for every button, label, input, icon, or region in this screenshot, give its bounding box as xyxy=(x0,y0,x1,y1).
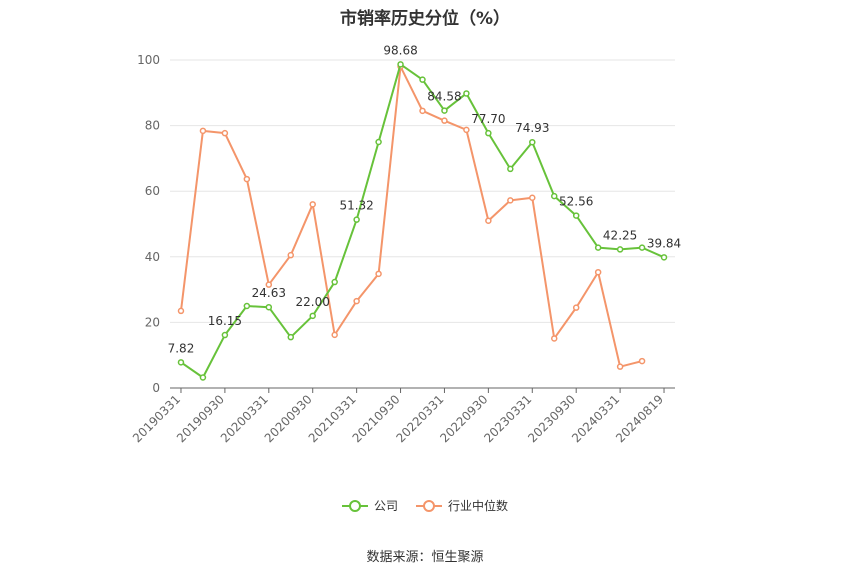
chart-title: 市销率历史分位（%） xyxy=(339,9,511,29)
axes: 0204060801002019033120190930202003312020… xyxy=(130,53,675,445)
data-point-1-0 xyxy=(177,307,185,315)
data-label-6: 22.00 xyxy=(296,295,330,309)
legend-label-company: 公司 xyxy=(373,499,398,513)
x-tick-label-20240819: 20240819 xyxy=(613,392,666,445)
data-label-16: 74.93 xyxy=(515,121,549,135)
series-lines xyxy=(177,61,668,381)
data-point-0-6 xyxy=(309,312,316,320)
data-point-1-8 xyxy=(353,297,360,305)
data-point-0-1 xyxy=(199,374,207,381)
data-point-0-10 xyxy=(397,61,404,68)
data-point-0-15 xyxy=(507,165,514,173)
data-point-0-4 xyxy=(265,303,273,311)
data-point-1-20 xyxy=(616,363,624,370)
data-point-0-18 xyxy=(572,212,580,219)
data-point-0-17 xyxy=(550,192,558,200)
data-point-0-9 xyxy=(375,138,382,146)
data-label-0: 7.82 xyxy=(168,341,195,355)
data-point-0-22 xyxy=(660,254,668,261)
series-1 xyxy=(177,63,646,370)
data-label-22: 39.84 xyxy=(647,236,681,250)
grid-lines xyxy=(170,59,675,323)
data-label-8: 51.32 xyxy=(339,199,373,213)
legend-marker-industry-median xyxy=(416,499,442,513)
legend-item-industry-median[interactable]: 行业中位数 xyxy=(416,497,508,514)
data-point-1-9 xyxy=(375,270,382,278)
data-label-12: 84.58 xyxy=(427,90,461,104)
y-tick-label-100: 100 xyxy=(137,53,160,67)
data-labels: 7.82 16.15 24.63 22.00 51.32 98.68 84.58 77.70 7… xyxy=(168,43,682,355)
data-label-20: 42.25 xyxy=(603,228,637,242)
data-point-1-19 xyxy=(594,268,602,276)
legend-marker-company xyxy=(341,499,368,513)
data-point-0-21 xyxy=(638,244,646,251)
data-point-1-4 xyxy=(265,281,273,288)
data-point-0-20 xyxy=(616,246,624,253)
data-point-1-16 xyxy=(529,194,536,202)
data-label-18: 52.56 xyxy=(559,195,593,209)
data-point-1-1 xyxy=(199,127,207,135)
data-point-1-17 xyxy=(550,335,558,342)
data-point-0-16 xyxy=(529,138,536,146)
data-point-0-3 xyxy=(243,302,251,310)
source-note: 数据来源：恒生聚源 xyxy=(366,550,484,565)
data-point-0-14 xyxy=(485,129,492,137)
data-label-14: 77.70 xyxy=(471,112,505,126)
data-point-1-15 xyxy=(507,197,514,204)
data-point-1-7 xyxy=(331,331,338,339)
data-label-4: 24.63 xyxy=(252,286,286,300)
y-tick-label-80: 80 xyxy=(145,119,160,133)
data-point-1-2 xyxy=(221,129,229,137)
data-point-0-2 xyxy=(221,331,229,339)
data-point-0-7 xyxy=(331,278,338,286)
data-point-0-0 xyxy=(177,359,185,366)
data-point-0-13 xyxy=(463,90,470,97)
data-point-1-14 xyxy=(485,217,492,224)
data-point-0-11 xyxy=(419,76,426,83)
legend-item-company[interactable]: 公司 xyxy=(341,497,398,514)
data-point-0-8 xyxy=(353,216,360,223)
data-label-2: 16.15 xyxy=(208,314,242,328)
data-point-1-3 xyxy=(243,175,251,183)
legend: 公司 行业中位数 xyxy=(0,497,850,514)
series-0 xyxy=(177,61,668,381)
data-label-10: 98.68 xyxy=(383,43,417,57)
data-point-1-6 xyxy=(309,201,316,208)
series-line-1 xyxy=(179,65,643,368)
legend-label-industry-median: 行业中位数 xyxy=(448,499,509,513)
data-point-1-18 xyxy=(572,304,580,311)
data-point-1-21 xyxy=(638,357,646,365)
data-point-1-12 xyxy=(441,117,448,124)
data-point-0-12 xyxy=(441,107,448,114)
data-point-0-19 xyxy=(594,244,602,251)
y-tick-label-60: 60 xyxy=(145,184,160,198)
y-tick-label-40: 40 xyxy=(145,250,160,264)
y-tick-label-20: 20 xyxy=(145,315,160,329)
y-tick-label-0: 0 xyxy=(152,381,160,395)
data-point-1-5 xyxy=(287,251,295,259)
data-point-1-11 xyxy=(419,107,426,115)
data-point-1-13 xyxy=(463,126,470,134)
data-point-0-5 xyxy=(287,333,295,341)
